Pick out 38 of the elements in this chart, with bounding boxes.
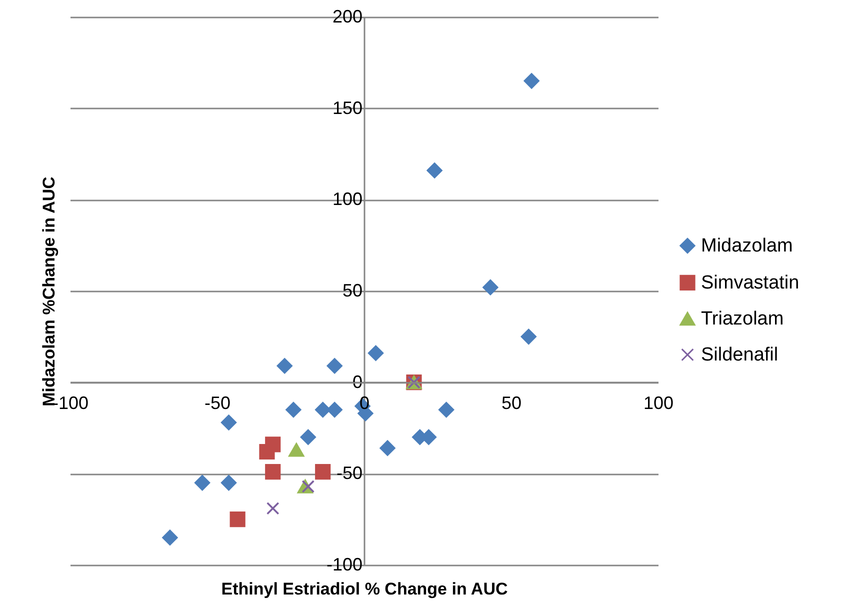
y-tick-label: 100 (332, 189, 362, 210)
point (300, 429, 316, 445)
point (368, 345, 384, 361)
point (520, 328, 536, 344)
point (194, 475, 210, 491)
legend-label: Triazolam (701, 308, 784, 330)
point (259, 444, 275, 460)
point (326, 402, 342, 418)
y-tick-label: -50 (336, 463, 362, 484)
point (482, 280, 498, 296)
point (288, 443, 304, 457)
point (315, 402, 331, 418)
point (326, 358, 342, 374)
x-tick-label: -50 (204, 392, 231, 413)
point (266, 502, 280, 515)
point (265, 464, 281, 480)
x-tick-label: 50 (501, 392, 522, 413)
y-tick-label: 150 (332, 98, 362, 118)
y-tick-label: -100 (326, 554, 362, 574)
point (276, 358, 292, 374)
legend-label: Sildenafil (701, 344, 778, 366)
point (438, 402, 454, 418)
x-tick-label: 100 (643, 392, 674, 413)
point (524, 73, 540, 89)
x-axis-title: Ethinyl Estriadiol % Change in AUC (221, 580, 508, 598)
point (220, 414, 237, 430)
legend-label: Simvastatin (701, 272, 800, 294)
y-tick-label: 50 (342, 280, 362, 300)
point (162, 530, 178, 546)
point (426, 162, 442, 178)
y-axis-title: Midazolam %Change in AUC (40, 176, 58, 406)
point (230, 512, 246, 528)
point (315, 464, 331, 480)
legend-label: Midazolam (701, 236, 793, 257)
point (220, 475, 237, 491)
point (380, 440, 396, 456)
y-tick-label: 200 (332, 6, 362, 26)
point (286, 402, 302, 418)
